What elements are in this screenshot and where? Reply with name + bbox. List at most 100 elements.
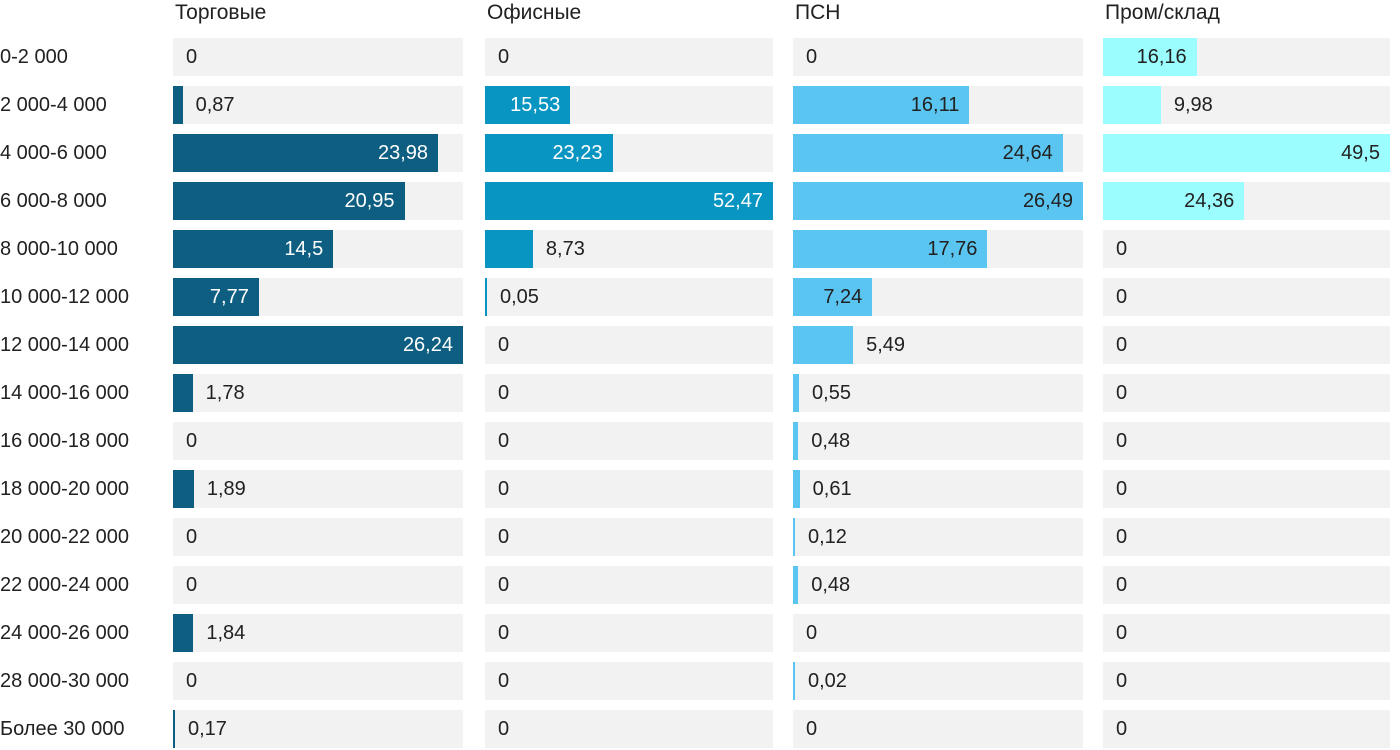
row-label: 4 000-6 000 <box>0 142 107 164</box>
bar-value-label: 0,02 <box>808 670 847 692</box>
bar[interactable] <box>793 278 873 316</box>
bar-track: 0 <box>173 566 463 604</box>
bar-value-label: 0,17 <box>188 718 227 740</box>
bar-track: 0,55 <box>793 374 1083 412</box>
bar[interactable] <box>793 518 795 556</box>
bar-track: 0 <box>1103 278 1390 316</box>
bar[interactable] <box>485 134 613 172</box>
bar[interactable] <box>485 278 487 316</box>
bar[interactable] <box>485 182 773 220</box>
bar[interactable] <box>173 230 334 268</box>
bar-value-label: 0 <box>498 478 510 500</box>
bar[interactable] <box>793 566 799 604</box>
bar-track: 0,17 <box>173 710 463 748</box>
bar-value-label: 8,73 <box>545 238 585 260</box>
bar[interactable] <box>793 182 1083 220</box>
bar[interactable] <box>793 422 799 460</box>
bar-value-label: 0 <box>1116 430 1128 452</box>
bar-track: 23,23 <box>485 134 773 172</box>
bar[interactable] <box>173 182 405 220</box>
bar-track: 16,16 <box>1103 38 1390 76</box>
bar[interactable] <box>173 326 463 364</box>
bar-track: 0 <box>173 518 463 556</box>
bar[interactable] <box>1103 182 1245 220</box>
table-row: 6 000-8 000 20,95 52,47 26,49 24,36 <box>0 182 1400 220</box>
row-label: 16 000-18 000 <box>0 430 130 452</box>
bar-track: 0,05 <box>485 278 773 316</box>
bar-value-label: 0 <box>1116 670 1128 692</box>
bar-track: 7,77 <box>173 278 463 316</box>
bar-track: 0,48 <box>793 566 1083 604</box>
bar-value-label: 0 <box>498 670 510 692</box>
bar-track: 16,11 <box>793 86 1083 124</box>
bar[interactable] <box>793 86 970 124</box>
bar[interactable] <box>173 134 439 172</box>
bar[interactable] <box>1103 134 1390 172</box>
column-header: Торговые <box>175 1 267 24</box>
bar-value-label: 49,5 <box>1341 142 1380 164</box>
bar[interactable] <box>1103 38 1197 76</box>
row-label: 2 000-4 000 <box>0 94 107 116</box>
bar-value-label: 0 <box>498 622 510 644</box>
bar-value-label: 14,5 <box>284 238 324 260</box>
bar-track: 1,84 <box>173 614 463 652</box>
bar-track: 0 <box>173 422 463 460</box>
bar-track: 15,53 <box>485 86 773 124</box>
bar-value-label: 1,78 <box>205 382 245 404</box>
bar-value-label: 20,95 <box>344 190 395 212</box>
bar-value-label: 0 <box>806 718 818 740</box>
bar-track: 0 <box>1103 614 1390 652</box>
table-row: 10 000-12 000 7,77 0,05 7,24 0 <box>0 278 1400 316</box>
row-label: 12 000-14 000 <box>0 334 130 356</box>
bar[interactable] <box>793 230 988 268</box>
row-label: 6 000-8 000 <box>0 190 107 212</box>
bar-value-label: 0 <box>1116 718 1128 740</box>
bar[interactable] <box>485 230 533 268</box>
bar-track: 0 <box>1103 374 1390 412</box>
bar[interactable] <box>793 134 1063 172</box>
bar[interactable] <box>173 470 194 508</box>
bar-track: 1,89 <box>173 470 463 508</box>
bar-value-label: 0 <box>498 430 510 452</box>
bar-value-label: 0 <box>1116 334 1128 356</box>
bar-value-label: 0,87 <box>195 94 235 116</box>
bar-track: 0,61 <box>793 470 1083 508</box>
bar-value-label: 15,53 <box>510 94 561 116</box>
bar[interactable] <box>793 326 854 364</box>
bar[interactable] <box>173 278 259 316</box>
bar[interactable] <box>173 86 183 124</box>
table-row: 24 000-26 000 1,84 0 0 0 <box>0 614 1400 652</box>
bar-track: 0 <box>1103 326 1390 364</box>
bar-track: 1,78 <box>173 374 463 412</box>
bar-value-label: 7,24 <box>823 286 863 308</box>
bar-track: 7,24 <box>793 278 1083 316</box>
bar[interactable] <box>173 374 193 412</box>
bar-track: 0 <box>1103 470 1390 508</box>
bar[interactable] <box>173 710 175 748</box>
bar-track: 0 <box>485 518 773 556</box>
bar[interactable] <box>793 374 800 412</box>
bar-value-label: 0 <box>186 430 198 452</box>
bar[interactable] <box>793 470 800 508</box>
bar[interactable] <box>793 662 795 700</box>
bar-track: 24,36 <box>1103 182 1390 220</box>
bar-value-label: 0 <box>186 670 198 692</box>
bar-value-label: 0 <box>1116 478 1128 500</box>
bar-value-label: 23,23 <box>552 142 603 164</box>
bar-track: 17,76 <box>793 230 1083 268</box>
bar-value-label: 0 <box>1116 238 1128 260</box>
table-row: 2 000-4 000 0,87 15,53 16,11 9,98 <box>0 86 1400 124</box>
bar[interactable] <box>485 86 571 124</box>
bar-value-label: 1,84 <box>206 622 246 644</box>
bar-track: 0 <box>173 662 463 700</box>
bar-track: 0 <box>1103 230 1390 268</box>
bar-value-label: 0 <box>806 622 818 644</box>
bar[interactable] <box>1103 86 1161 124</box>
bar-value-label: 1,89 <box>206 478 246 500</box>
row-label: 24 000-26 000 <box>0 622 130 644</box>
bar-track: 52,47 <box>485 182 773 220</box>
bar-track: 5,49 <box>793 326 1083 364</box>
bar-value-label: 0,12 <box>808 526 847 548</box>
bar-value-label: 0 <box>498 46 510 68</box>
bar[interactable] <box>173 614 194 652</box>
